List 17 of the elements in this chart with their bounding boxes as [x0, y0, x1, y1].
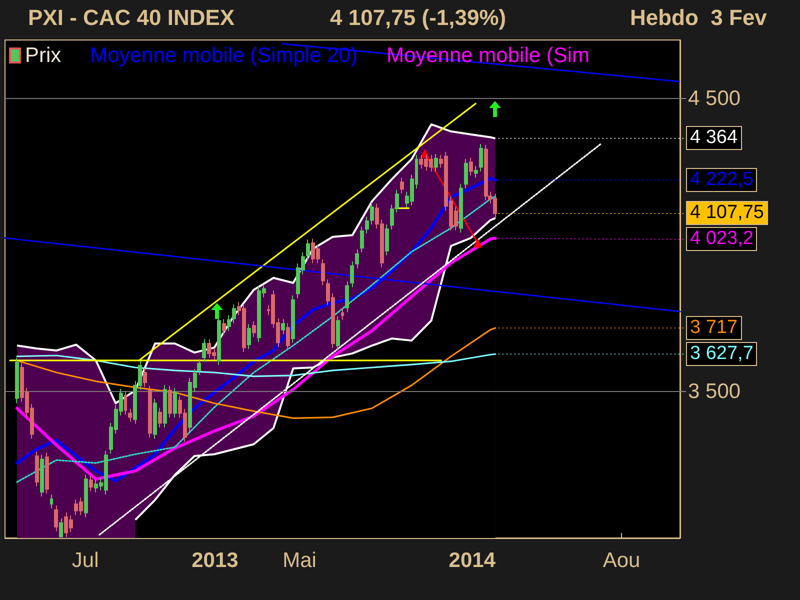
x-tick-label: Mai: [282, 549, 316, 572]
x-tick-label: 2014: [448, 549, 496, 572]
data-label: 4 222,5: [686, 168, 758, 192]
y-tick-label: 3 500: [688, 380, 741, 404]
chart-title: PXI - CAC 40 INDEX: [28, 5, 235, 31]
x-tick-label: 2013: [192, 549, 238, 572]
chart-subtitle: 4 107,75 (-1,39%): [330, 5, 506, 31]
text: 4 107,75: [690, 202, 764, 224]
data-label: 3 717: [686, 316, 742, 340]
x-tick-label: Jul: [72, 549, 99, 572]
data-label: 3 627,7: [686, 342, 758, 366]
y-tick-label: 4 500: [688, 87, 741, 110]
data-label: 4 364: [686, 126, 742, 150]
text: Hebdo 3 Fev: [630, 5, 767, 31]
x-tick-label: Aou: [602, 549, 640, 572]
data-label: 4 023,2: [686, 227, 758, 252]
legend-label: Prix: [25, 44, 62, 67]
